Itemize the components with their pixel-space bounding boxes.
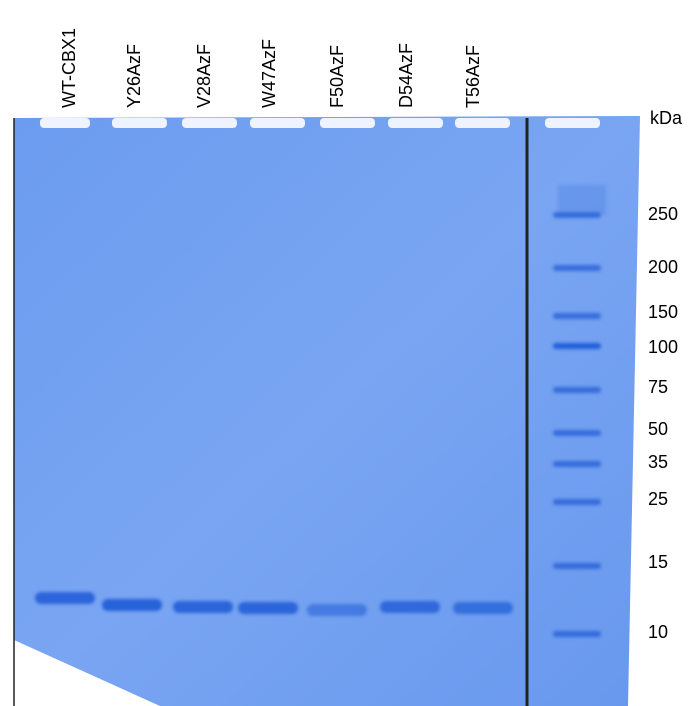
ladder-band xyxy=(553,212,601,218)
ladder-band xyxy=(553,265,601,271)
lane-label: V28AzF xyxy=(194,44,214,108)
ladder-band xyxy=(553,313,601,319)
ladder-band xyxy=(553,499,601,505)
marker-label: 25 xyxy=(648,489,668,509)
marker-label: 35 xyxy=(648,452,668,472)
marker-label: 10 xyxy=(648,622,668,642)
protein-band xyxy=(307,604,367,616)
ladder-band xyxy=(553,563,601,569)
ladder-band xyxy=(553,461,601,467)
wells xyxy=(40,118,600,128)
ladder-band xyxy=(553,387,601,393)
lane-label: T56AzF xyxy=(463,45,483,108)
ladder-band xyxy=(553,631,601,637)
protein-band xyxy=(453,602,513,614)
lane-label: Y26AzF xyxy=(124,44,144,108)
unit-label: kDa xyxy=(650,108,683,128)
marker-label: 150 xyxy=(648,302,678,322)
ladder-band xyxy=(553,430,601,436)
lane-label: D54AzF xyxy=(396,43,416,108)
lane-label: F50AzF xyxy=(327,45,347,108)
marker-label: 100 xyxy=(648,337,678,357)
protein-band xyxy=(380,601,440,613)
labels: kDa WT-CBX1 Y26AzF V28AzF W47AzF F50AzF D54Az… xyxy=(59,28,683,642)
bands xyxy=(35,185,606,637)
marker-label: 250 xyxy=(648,204,678,224)
marker-label: 200 xyxy=(648,257,678,277)
marker-label: 15 xyxy=(648,552,668,572)
protein-band xyxy=(238,602,298,614)
protein-band xyxy=(102,599,162,611)
lane-label: WT-CBX1 xyxy=(59,28,79,108)
marker-label: 75 xyxy=(648,377,668,397)
ladder-band xyxy=(553,343,601,349)
ladder-top xyxy=(558,185,606,215)
protein-band xyxy=(173,601,233,613)
gel xyxy=(14,116,640,706)
marker-label: 50 xyxy=(648,419,668,439)
lane-label: W47AzF xyxy=(259,39,279,108)
protein-band xyxy=(35,592,95,604)
